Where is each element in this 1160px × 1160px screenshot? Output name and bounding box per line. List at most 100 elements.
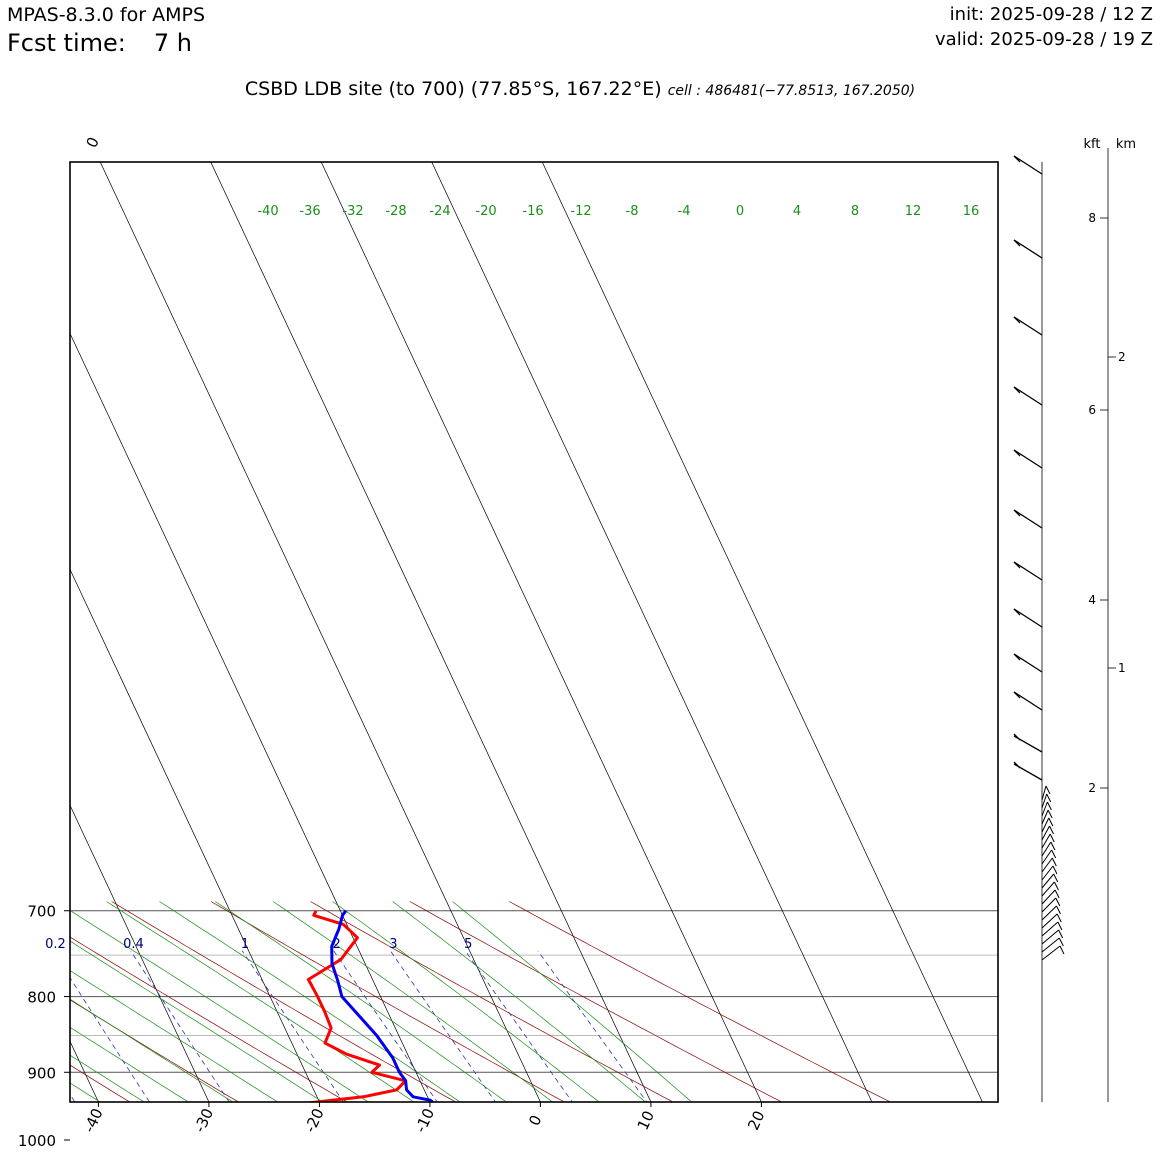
mixing-ratio-label: 0.2 <box>45 937 66 952</box>
moist-adiabat-label: 4 <box>793 204 801 219</box>
wind-barb-low <box>1041 857 1053 873</box>
height-km-tick-label: 2 <box>1118 350 1126 364</box>
pressure-tick-label: 1000 <box>18 1132 56 1150</box>
wind-barb-low <box>1041 905 1057 921</box>
moist-adiabat <box>70 909 369 1102</box>
wind-barb-low <box>1041 841 1052 857</box>
wind-barb-flag <box>1013 653 1021 661</box>
wind-barb-flag <box>1013 761 1021 769</box>
wind-barb <box>1013 239 1043 259</box>
mixing-ratio-line <box>70 1093 76 1102</box>
wind-barb-low-flag <box>1058 929 1064 939</box>
isotherm <box>70 1040 99 1102</box>
moist-adiabat <box>272 901 554 1102</box>
wind-barb-flag <box>1013 316 1021 324</box>
wind-barb-low <box>1041 913 1058 929</box>
moist-adiabat-label: -24 <box>429 204 450 219</box>
moist-adiabat-label: -12 <box>570 204 591 219</box>
isotherm-bottom-label: -40 <box>80 1106 107 1136</box>
isotherm-top-label: 0 <box>83 134 103 150</box>
mixing-ratio-line <box>0 951 52 1160</box>
plot-frame <box>69 161 999 1103</box>
wind-barb-low <box>1041 921 1059 937</box>
wind-barb-flag <box>1013 561 1021 569</box>
chart-title: CSBD LDB site (to 700) (77.85°S, 167.22°… <box>0 78 1160 100</box>
height-kft-label: kft <box>1084 137 1101 152</box>
isotherm <box>70 804 210 1102</box>
dewpoint-profile <box>330 909 435 1102</box>
mixing-ratio-label: 0.4 <box>123 937 144 952</box>
isotherm <box>210 162 652 1102</box>
forecast-time-label: Fcst time: <box>7 29 126 57</box>
wind-barb-flag <box>1013 386 1021 394</box>
wind-barb-low <box>1041 785 1047 801</box>
moist-adiabat <box>70 1082 101 1102</box>
mixing-ratio-line <box>130 950 230 1102</box>
isotherm <box>70 332 431 1102</box>
wind-barb-low-flag <box>1046 801 1052 811</box>
pressure-tick-label: 800 <box>27 989 56 1007</box>
wind-barb <box>1013 608 1043 628</box>
mixing-ratio-label: 5 <box>464 937 472 952</box>
wind-barb-low-flag <box>1047 809 1053 819</box>
wind-barb <box>1013 653 1043 673</box>
wind-barb-low <box>1041 833 1051 849</box>
wind-barb-low-flag <box>1050 841 1056 851</box>
wind-barb-low-flag <box>1046 793 1052 803</box>
wind-barb <box>1013 316 1043 336</box>
wind-barb-low-flag <box>1051 849 1057 859</box>
height-kft-tick-label: 8 <box>1088 211 1096 225</box>
moist-adiabat <box>70 940 324 1102</box>
isotherm <box>541 162 983 1102</box>
wind-barb-low-flag <box>1056 913 1062 923</box>
dry-adiabat <box>210 901 566 1102</box>
isotherm-bottom-label: 0 <box>525 1112 545 1128</box>
isotherm-bottom-label: 20 <box>744 1108 768 1133</box>
moist-adiabat <box>106 901 415 1102</box>
height-kft-tick-label: 4 <box>1088 593 1096 607</box>
mixing-ratio-line <box>70 977 150 1102</box>
pressure-tick-label: 700 <box>27 903 56 921</box>
wind-barb-low-flag <box>1057 921 1063 931</box>
moist-adiabat <box>70 998 234 1102</box>
wind-barb <box>1013 691 1043 711</box>
height-kft-tick-label: 6 <box>1088 403 1096 417</box>
moist-adiabat <box>452 901 693 1102</box>
wind-barb-low <box>1041 801 1048 817</box>
wind-barb-low <box>1041 809 1049 825</box>
dry-adiabat <box>409 901 783 1102</box>
moist-adiabat <box>215 901 507 1102</box>
moist-adiabat <box>332 901 600 1102</box>
moist-adiabat-label: 0 <box>736 204 744 219</box>
wind-barb-low-flag <box>1054 889 1060 899</box>
height-km-tick-label: 1 <box>1118 661 1126 675</box>
model-label: MPAS-8.3.0 for AMPS <box>7 4 206 26</box>
isotherm-bottom-label: -10 <box>411 1106 438 1136</box>
moist-adiabat <box>70 1026 190 1102</box>
dry-adiabat <box>0 902 29 1160</box>
height-km-label: km <box>1116 137 1136 152</box>
dry-adiabat <box>310 901 674 1102</box>
wind-barb-low <box>1041 793 1048 809</box>
chart-title-cell: cell : 486481(−77.8513, 167.2050) <box>667 83 916 99</box>
moist-adiabat <box>70 970 279 1102</box>
chart-series <box>303 909 435 1102</box>
isotherm <box>70 568 320 1102</box>
init-time: init: 2025-09-28 / 12 Z <box>949 4 1153 25</box>
wind-barb <box>1013 561 1043 581</box>
wind-barb-low-flag <box>1055 897 1061 907</box>
isotherm <box>431 162 873 1102</box>
moist-adiabat-label: 16 <box>963 204 980 219</box>
wind-barb-low-flag <box>1053 881 1059 891</box>
wind-barb-low <box>1041 825 1050 841</box>
isotherm-bottom-label: -30 <box>190 1106 217 1136</box>
wind-barb-low <box>1041 937 1060 953</box>
pressure-tick-label: 900 <box>27 1064 56 1082</box>
forecast-time: Fcst time: 7 h <box>7 29 192 57</box>
wind-barb-low-flag <box>1053 873 1059 883</box>
moist-adiabat <box>392 901 646 1102</box>
moist-adiabat-label: -16 <box>522 204 543 219</box>
wind-barb-low-flag <box>1058 937 1064 947</box>
moist-adiabat-label: -36 <box>299 204 320 219</box>
